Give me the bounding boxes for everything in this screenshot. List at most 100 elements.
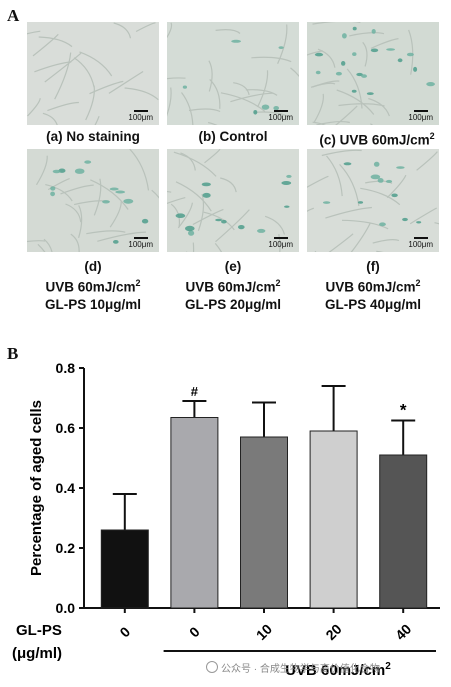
cell-outline xyxy=(251,56,292,63)
stained-cell xyxy=(284,205,290,208)
cell-outline xyxy=(326,155,343,197)
micrograph-a: 100μm xyxy=(27,22,159,125)
stained-cell xyxy=(74,168,85,174)
wechat-icon xyxy=(206,661,218,673)
cell-outline xyxy=(173,151,217,177)
caption-b: (b) Control xyxy=(198,129,268,144)
caption-e: (e) UVB 60mJ/cm2 GL-PS 20μg/ml xyxy=(184,259,282,312)
stained-cell xyxy=(386,48,395,51)
stained-cell xyxy=(221,219,227,224)
bar xyxy=(309,430,358,609)
stained-cell xyxy=(109,187,119,191)
micrograph-e: 100μm xyxy=(167,149,299,252)
cell-outline xyxy=(124,87,159,101)
cell-outline xyxy=(175,181,212,212)
cell-outline xyxy=(38,36,73,48)
cell-outline xyxy=(45,184,73,202)
stained-cell xyxy=(323,201,331,204)
scale-bar: 100μm xyxy=(408,110,433,122)
group-label: UVB 60mJ/cm2 xyxy=(285,661,391,679)
stained-cell xyxy=(406,52,414,57)
x-tick-label: 40 xyxy=(392,621,414,643)
caption-a: (a) No staining xyxy=(46,129,140,144)
cell-outline xyxy=(113,22,132,39)
stained-cell xyxy=(341,61,346,66)
caption-c: (c) UVB 60mJ/cm2 xyxy=(319,131,435,148)
cell-outline xyxy=(254,111,290,118)
stained-cell xyxy=(253,110,258,115)
y-tick-label: 0.6 xyxy=(56,420,76,436)
cell-outline xyxy=(42,112,58,125)
stained-cell xyxy=(202,192,211,198)
cell-outline xyxy=(90,179,129,210)
cell-outline xyxy=(93,178,102,216)
cell-outline xyxy=(109,201,122,228)
stained-cell xyxy=(351,89,357,93)
cell-outline xyxy=(167,190,172,193)
cell-outline xyxy=(197,193,205,231)
cell-outline xyxy=(307,175,329,188)
bar-chart: 0.0 0.2 0.4 0.6 0.8 Percentage of aged cells 0… xyxy=(12,360,440,679)
x-tick-label: 0 xyxy=(186,623,203,640)
cell-outline xyxy=(167,22,173,39)
cell-outline xyxy=(167,77,186,80)
cell-outline xyxy=(215,209,250,243)
cell-outline xyxy=(408,29,414,75)
cell-outline xyxy=(312,22,361,25)
stained-cell xyxy=(278,46,284,49)
stained-cell xyxy=(273,106,279,111)
cell-outline xyxy=(79,51,113,77)
stained-cell xyxy=(361,74,367,78)
cell-outline xyxy=(313,93,325,123)
cell-outline xyxy=(416,151,438,171)
cell-outline xyxy=(317,48,336,68)
cell-outline xyxy=(192,242,195,252)
cell-outline xyxy=(215,29,241,34)
cell-outline xyxy=(233,82,250,96)
cell-outline xyxy=(34,61,72,73)
scale-bar: 100μm xyxy=(268,237,293,249)
scale-bar: 100μm xyxy=(128,110,153,122)
cell-outline xyxy=(108,70,144,94)
stained-cell xyxy=(182,85,187,89)
cell-outline xyxy=(314,250,317,252)
panel-a-label: A xyxy=(7,6,20,25)
cell-outline xyxy=(312,121,326,125)
stained-cell xyxy=(231,39,241,43)
stained-cell xyxy=(371,29,376,34)
cell-outline xyxy=(290,67,299,78)
cell-outline xyxy=(336,89,375,115)
cell-outline xyxy=(307,50,323,56)
cell-outline xyxy=(27,30,41,35)
cell-outline xyxy=(47,101,79,112)
micrograph-f: 100μm xyxy=(307,149,439,252)
x-tick-label: 10 xyxy=(253,621,275,643)
cell-outline xyxy=(27,98,41,117)
cell-outline xyxy=(37,243,46,252)
stained-cell xyxy=(281,181,292,185)
cell-outline xyxy=(409,207,437,225)
stained-cell xyxy=(426,82,435,87)
cell-outline xyxy=(310,82,336,88)
stained-cell xyxy=(238,225,245,230)
cell-outline xyxy=(43,238,53,252)
cell-outline xyxy=(177,202,193,229)
significance-marker: # xyxy=(191,384,199,399)
cell-outline xyxy=(372,239,400,244)
stained-cell xyxy=(370,48,379,53)
micrograph-d: 100μm xyxy=(27,149,159,252)
stained-cell xyxy=(396,166,405,169)
cell-outline xyxy=(94,115,100,125)
cell-outline xyxy=(368,97,390,117)
stained-cell xyxy=(352,26,357,31)
cell-outline xyxy=(220,177,237,193)
cell-outline xyxy=(208,60,213,92)
micrograph-c: 100μm xyxy=(307,22,439,125)
cell-outline xyxy=(325,206,372,219)
significance-marker: * xyxy=(400,401,407,420)
stained-cell xyxy=(397,58,403,63)
cell-outline xyxy=(60,184,94,195)
x-tick-label: 20 xyxy=(322,621,344,643)
cell-outline xyxy=(338,103,385,107)
cell-outline xyxy=(204,149,221,164)
